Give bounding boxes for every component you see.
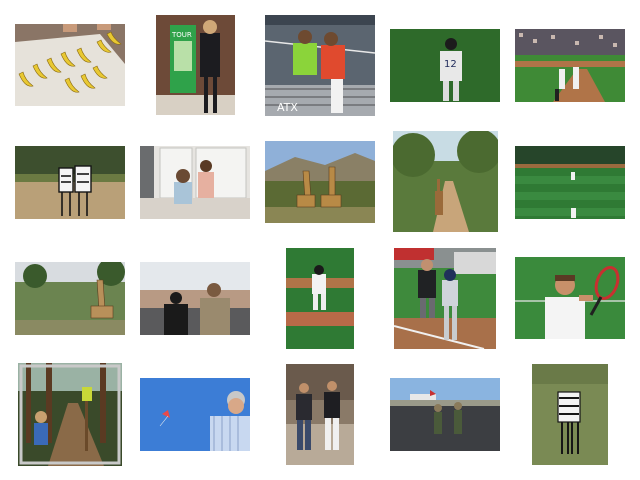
baseball-outfield-image <box>515 146 625 219</box>
giraffe-path-image <box>393 131 498 232</box>
tennis-players-image: ATX <box>265 15 375 116</box>
thumbnail-baseball-player-12[interactable]: 12 <box>390 29 500 102</box>
thumbnail-baseball-stadium[interactable] <box>515 29 625 102</box>
svg-text:TOUR: TOUR <box>171 31 192 39</box>
zebras-image <box>15 146 125 219</box>
baseball-stadium-image <box>515 29 625 102</box>
thumbnail-two-men-street[interactable] <box>286 364 354 465</box>
thumbnail-giraffes[interactable] <box>265 141 375 223</box>
zebra-grass-image <box>532 364 608 465</box>
baseball-player-12-image: 12 <box>390 29 500 102</box>
baseball-pitcher-image <box>286 248 354 349</box>
svg-text:12: 12 <box>444 59 457 70</box>
thumbnail-zebras[interactable] <box>15 146 125 219</box>
umpire-player-image <box>394 248 496 349</box>
thumbnail-bananas[interactable] <box>15 24 125 106</box>
man-kite-image <box>140 378 250 451</box>
giraffes-image <box>265 141 375 223</box>
thumbnail-tennis-players[interactable]: ATX <box>265 15 375 116</box>
thumbnail-baseball-outfield[interactable] <box>515 146 625 219</box>
kiosk-image: TOUR <box>156 15 235 115</box>
tennis-racket-image <box>515 257 625 339</box>
thumbnail-man-kite[interactable] <box>140 378 250 451</box>
thumbnail-tennis-racket[interactable] <box>515 257 625 339</box>
thumbnail-soldiers-airfield[interactable] <box>390 378 500 451</box>
giraffe-trees-image <box>15 262 125 335</box>
soldiers-airfield-image <box>390 378 500 451</box>
thumbnail-baseball-pitcher[interactable] <box>286 248 354 349</box>
bananas-image <box>15 24 125 106</box>
thumbnail-zebra-grass[interactable] <box>532 364 608 465</box>
thumbnail-giraffe-path[interactable] <box>393 131 498 232</box>
thumbnail-umpire-player[interactable] <box>394 248 496 349</box>
tourists-city-image <box>140 262 250 335</box>
thumbnail-giraffe-trees[interactable] <box>15 262 125 335</box>
thumbnail-tourist-kiosk[interactable]: TOUR <box>156 15 235 115</box>
thumbnail-children-kitchen[interactable] <box>140 146 250 219</box>
thumbnail-tourists-city[interactable] <box>140 262 250 335</box>
thumbnail-child-hiking[interactable] <box>18 363 122 466</box>
svg-text:ATX: ATX <box>277 101 298 114</box>
child-hiking-image <box>18 363 122 466</box>
children-kitchen-image <box>140 146 250 219</box>
two-men-street-image <box>286 364 354 465</box>
